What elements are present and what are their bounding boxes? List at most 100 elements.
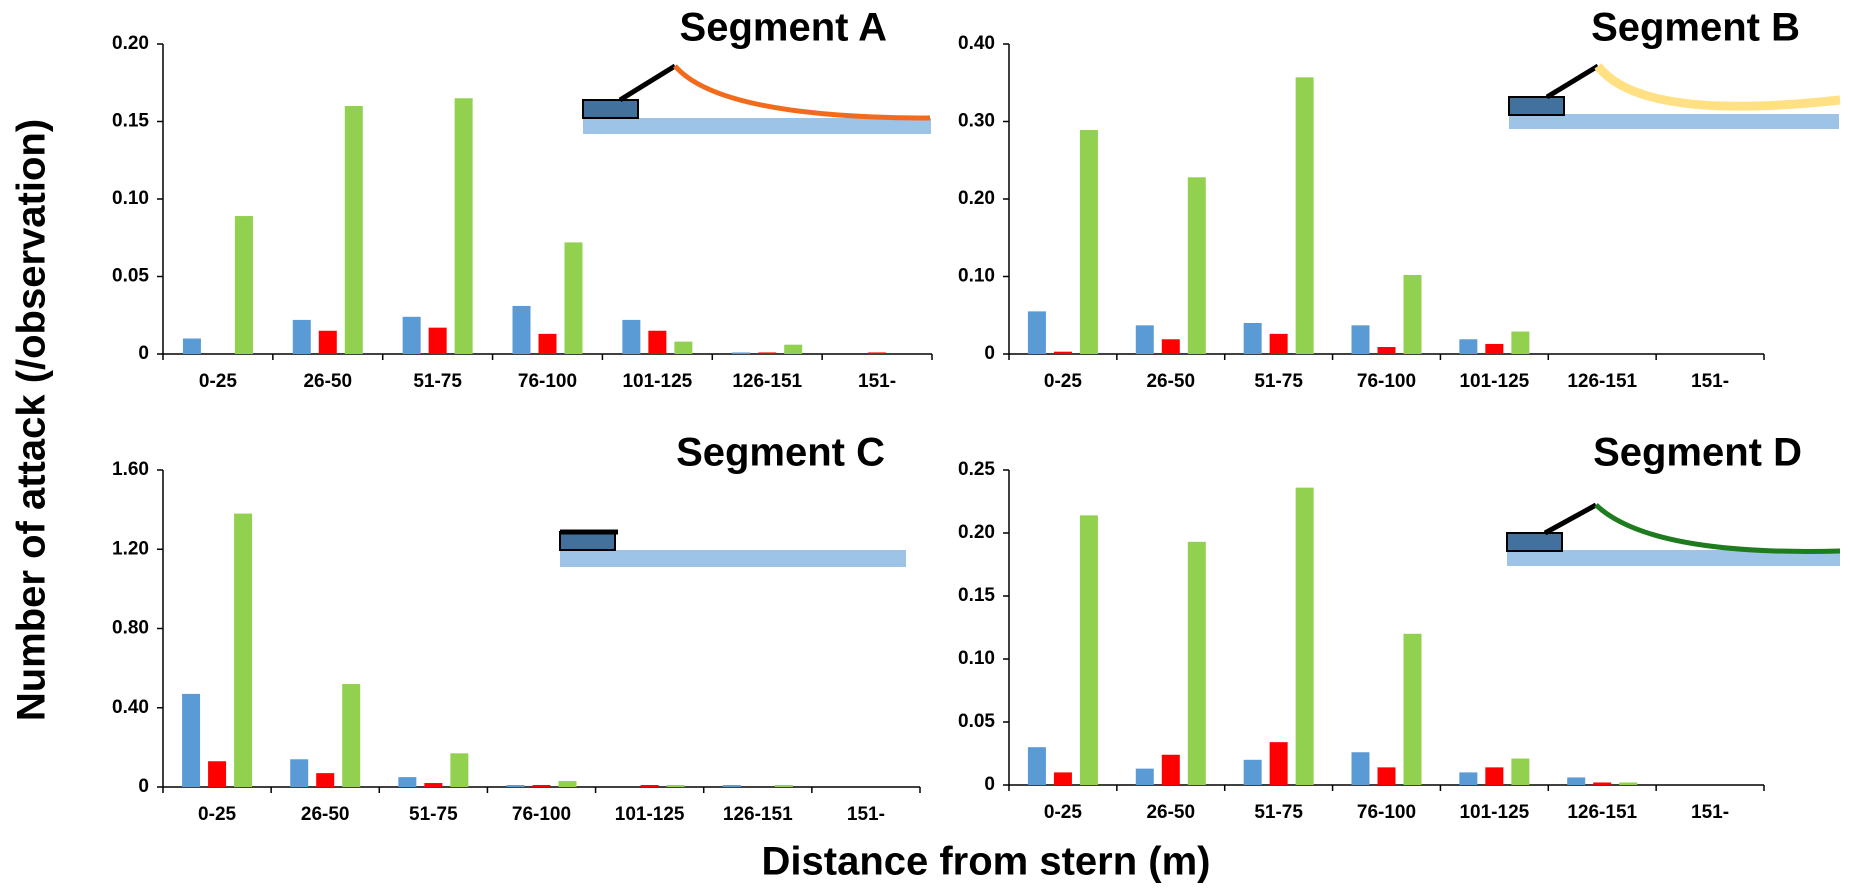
y-tick-label: 0: [984, 774, 995, 795]
bar: [1377, 347, 1396, 354]
bar: [428, 327, 447, 354]
x-tick-label: 26-50: [303, 371, 352, 392]
x-tick-label: 126-151: [732, 371, 802, 392]
x-tick-label: 76-100: [512, 804, 571, 825]
bar: [1243, 759, 1262, 785]
x-tick-label: 0-25: [1044, 802, 1082, 823]
y-tick-label: 0.40: [958, 33, 995, 54]
bar: [1377, 767, 1396, 785]
bar: [1511, 758, 1530, 785]
bar: [1135, 325, 1154, 354]
bar: [512, 305, 531, 354]
bar: [1269, 742, 1288, 785]
bar: [234, 216, 253, 354]
x-tick-label: 151-: [1691, 371, 1729, 392]
bar: [182, 693, 201, 787]
bar: [538, 333, 557, 354]
bar: [208, 761, 227, 787]
bar: [1459, 339, 1478, 354]
bar: [1593, 782, 1612, 785]
bar: [316, 773, 335, 787]
chart-title: Segment D: [1593, 431, 1802, 475]
y-tick-label: 0: [984, 343, 995, 364]
x-tick-label: 0-25: [198, 804, 236, 825]
bar: [292, 319, 311, 354]
x-tick-label: 126-151: [723, 804, 793, 825]
chart-title: Segment C: [676, 431, 885, 475]
y-tick-label: 0.05: [112, 266, 149, 287]
bar: [1619, 782, 1638, 785]
bar: [1079, 515, 1098, 785]
bar: [758, 352, 777, 354]
bar: [640, 785, 659, 787]
bar: [402, 316, 421, 354]
bar: [1027, 311, 1046, 354]
x-tick-label: 51-75: [413, 371, 462, 392]
bar: [182, 338, 201, 354]
bar: [532, 785, 551, 787]
y-tick-label: 0.10: [958, 648, 995, 669]
bar: [1243, 323, 1262, 354]
y-axis-title: Number of attack (/observation): [10, 119, 54, 721]
y-tick-label: 0.05: [958, 711, 995, 732]
bar: [234, 513, 253, 787]
bar: [450, 753, 469, 787]
x-tick-label: 126-151: [1567, 371, 1637, 392]
bar: [732, 352, 751, 354]
y-tick-label: 1.20: [112, 538, 149, 559]
x-tick-label: 151-: [1691, 802, 1729, 823]
y-tick-label: 1.60: [112, 459, 149, 480]
x-tick-label: 51-75: [1254, 802, 1303, 823]
x-tick-label: 126-151: [1567, 802, 1637, 823]
bar: [1351, 325, 1370, 354]
bar: [1135, 768, 1154, 785]
inset-b: [1508, 63, 1841, 129]
x-tick-label: 101-125: [622, 371, 692, 392]
y-tick-label: 0.10: [958, 266, 995, 287]
bar: [1027, 747, 1046, 785]
bar: [454, 98, 473, 354]
x-tick-label: 76-100: [1357, 371, 1416, 392]
x-tick-label: 76-100: [518, 371, 577, 392]
bar: [1403, 274, 1422, 354]
bar: [1053, 772, 1072, 785]
bar: [1269, 333, 1288, 354]
bar: [674, 341, 693, 354]
bar: [1351, 752, 1370, 785]
y-tick-label: 0.10: [112, 188, 149, 209]
bar: [424, 783, 443, 787]
y-tick-label: 0.20: [112, 33, 149, 54]
bar: [1459, 772, 1478, 785]
bar: [1485, 343, 1504, 354]
bar: [318, 330, 337, 354]
y-tick-label: 0: [138, 776, 149, 797]
x-tick-label: 101-125: [1459, 802, 1529, 823]
bar: [506, 785, 525, 787]
inset-a: [582, 63, 931, 134]
x-tick-label: 0-25: [1044, 371, 1082, 392]
x-tick-label: 51-75: [1254, 371, 1303, 392]
y-tick-label: 0.15: [958, 585, 995, 606]
x-tick-label: 101-125: [1459, 371, 1529, 392]
x-tick-label: 0-25: [199, 371, 237, 392]
bar: [784, 344, 803, 354]
bar: [1485, 767, 1504, 785]
bar: [774, 785, 793, 787]
bar: [1511, 331, 1530, 354]
y-tick-label: 0.20: [958, 188, 995, 209]
bar: [342, 683, 361, 787]
y-tick-label: 0.25: [958, 459, 995, 480]
x-tick-label: 151-: [858, 371, 896, 392]
bar: [1187, 541, 1206, 785]
bar: [344, 106, 363, 354]
y-tick-label: 0.40: [112, 697, 149, 718]
bar: [1187, 177, 1206, 354]
bar: [722, 785, 741, 787]
x-tick-label: 26-50: [1146, 802, 1195, 823]
x-tick-label: 26-50: [1146, 371, 1195, 392]
bar: [648, 330, 667, 354]
y-tick-label: 0.80: [112, 618, 149, 639]
bar: [1161, 754, 1180, 785]
y-tick-label: 0.30: [958, 111, 995, 132]
